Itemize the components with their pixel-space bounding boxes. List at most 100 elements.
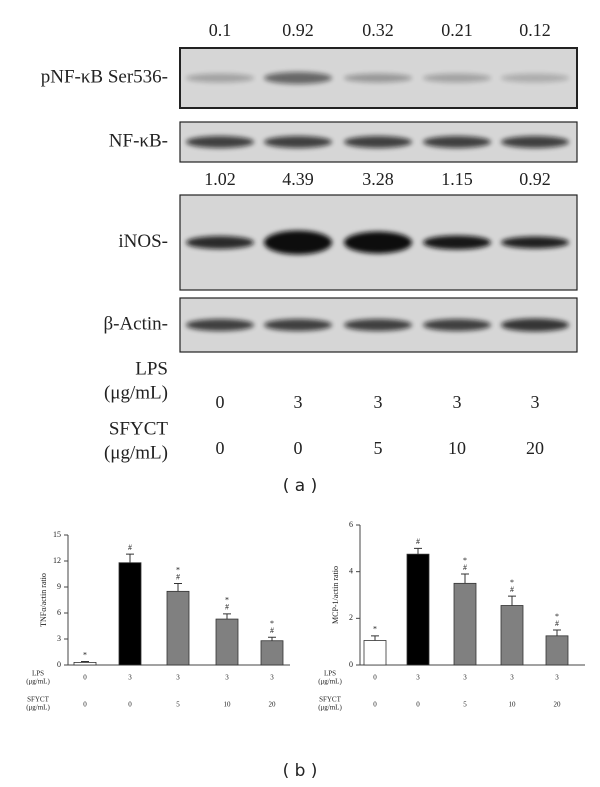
x-tick-label: 3 bbox=[270, 674, 274, 682]
condition-value: 3 bbox=[294, 392, 303, 412]
condition-value: 5 bbox=[374, 438, 383, 458]
x-tick-label: 0 bbox=[128, 701, 132, 709]
blot-band bbox=[186, 236, 254, 249]
error-bar bbox=[81, 661, 89, 663]
bar bbox=[73, 662, 97, 666]
blot-band bbox=[344, 136, 412, 148]
blot-band bbox=[264, 72, 332, 84]
blot-label: NF-κB- bbox=[109, 130, 168, 151]
condition-label: (μg/mL) bbox=[104, 442, 168, 463]
blot-label: pNF-κB Ser536- bbox=[41, 66, 168, 87]
quant-value: 1.02 bbox=[204, 169, 236, 189]
condition-value: 3 bbox=[531, 392, 540, 412]
quant-value: 0.92 bbox=[519, 169, 551, 189]
blot-label: iNOS- bbox=[118, 231, 168, 252]
x-tick-label: 10 bbox=[224, 701, 232, 709]
bar bbox=[545, 635, 569, 666]
x-row-label: (μg/mL) bbox=[26, 678, 50, 686]
blot-band bbox=[501, 73, 569, 83]
error-bar bbox=[268, 636, 276, 641]
x-row-label: LPS bbox=[32, 670, 44, 678]
y-tick-label: 0 bbox=[349, 660, 353, 669]
bar bbox=[215, 618, 239, 666]
y-tick-label: 6 bbox=[57, 608, 61, 617]
x-row-label: (μg/mL) bbox=[318, 678, 342, 686]
blot-band bbox=[344, 319, 412, 331]
y-tick-label: 2 bbox=[349, 613, 353, 622]
blot-band bbox=[186, 319, 254, 331]
blot-band bbox=[264, 230, 332, 255]
significance-marker: # bbox=[463, 563, 467, 572]
significance-marker: # bbox=[225, 603, 229, 612]
quant-value: 0.92 bbox=[282, 20, 314, 40]
x-tick-label: 0 bbox=[373, 701, 377, 709]
y-tick-label: 4 bbox=[349, 566, 353, 575]
blot-band bbox=[423, 235, 491, 250]
x-tick-label: 5 bbox=[463, 701, 467, 709]
x-tick-label: 3 bbox=[510, 674, 514, 682]
significance-marker: # bbox=[416, 537, 420, 546]
caption: ( b ) bbox=[283, 761, 318, 781]
significance-marker: # bbox=[128, 543, 132, 552]
y-tick-label: 12 bbox=[53, 556, 61, 565]
error-bar bbox=[371, 635, 379, 641]
blot-band bbox=[501, 136, 569, 148]
x-tick-label: 0 bbox=[83, 701, 87, 709]
x-tick-label: 3 bbox=[128, 674, 132, 682]
blot-band bbox=[423, 319, 491, 331]
x-row-label: (μg/mL) bbox=[318, 704, 342, 712]
x-tick-label: 3 bbox=[176, 674, 180, 682]
x-tick-label: 3 bbox=[463, 674, 467, 682]
blot-label: β-Actin- bbox=[103, 313, 168, 334]
bar bbox=[500, 605, 524, 666]
blot-band bbox=[344, 73, 412, 83]
y-tick-label: 15 bbox=[53, 530, 61, 539]
condition-value: 10 bbox=[448, 438, 466, 458]
bar bbox=[260, 640, 284, 666]
x-tick-label: 5 bbox=[176, 701, 180, 709]
x-row-label: SFYCT bbox=[27, 696, 50, 704]
x-tick-label: 3 bbox=[555, 674, 559, 682]
significance-marker: * bbox=[510, 578, 514, 587]
error-bar bbox=[414, 547, 422, 555]
condition-value: 0 bbox=[216, 438, 225, 458]
blot-band bbox=[264, 319, 332, 331]
bar bbox=[118, 562, 142, 666]
condition-value: 3 bbox=[374, 392, 383, 412]
condition-label: LPS bbox=[135, 358, 168, 379]
x-tick-label: 20 bbox=[554, 701, 562, 709]
blot-band bbox=[186, 73, 254, 83]
blot-band bbox=[186, 136, 254, 148]
quant-value: 1.15 bbox=[441, 169, 473, 189]
bar bbox=[363, 640, 387, 666]
x-tick-label: 0 bbox=[416, 701, 420, 709]
significance-marker: * bbox=[270, 619, 274, 628]
significance-marker: # bbox=[510, 585, 514, 594]
error-bar bbox=[174, 583, 182, 592]
x-row-label: LPS bbox=[324, 670, 336, 678]
blot-band bbox=[344, 231, 412, 254]
significance-marker: * bbox=[373, 625, 377, 634]
condition-label: (μg/mL) bbox=[104, 382, 168, 403]
quant-value: 0.12 bbox=[519, 20, 551, 40]
blot-band bbox=[423, 73, 491, 83]
significance-marker: * bbox=[176, 565, 180, 574]
condition-value: 0 bbox=[216, 392, 225, 412]
y-tick-label: 3 bbox=[57, 634, 61, 643]
bar bbox=[453, 582, 477, 666]
error-bar bbox=[553, 629, 561, 636]
blot-band bbox=[501, 318, 569, 332]
error-bar bbox=[461, 573, 469, 584]
blot-band bbox=[264, 136, 332, 148]
x-tick-label: 0 bbox=[373, 674, 377, 682]
condition-value: 0 bbox=[294, 438, 303, 458]
x-row-label: SFYCT bbox=[319, 696, 342, 704]
x-tick-label: 10 bbox=[509, 701, 517, 709]
x-tick-label: 20 bbox=[269, 701, 277, 709]
error-bar bbox=[508, 595, 516, 606]
bar bbox=[406, 553, 430, 666]
significance-marker: # bbox=[555, 619, 559, 628]
condition-value: 20 bbox=[526, 438, 544, 458]
x-row-label: (μg/mL) bbox=[26, 704, 50, 712]
